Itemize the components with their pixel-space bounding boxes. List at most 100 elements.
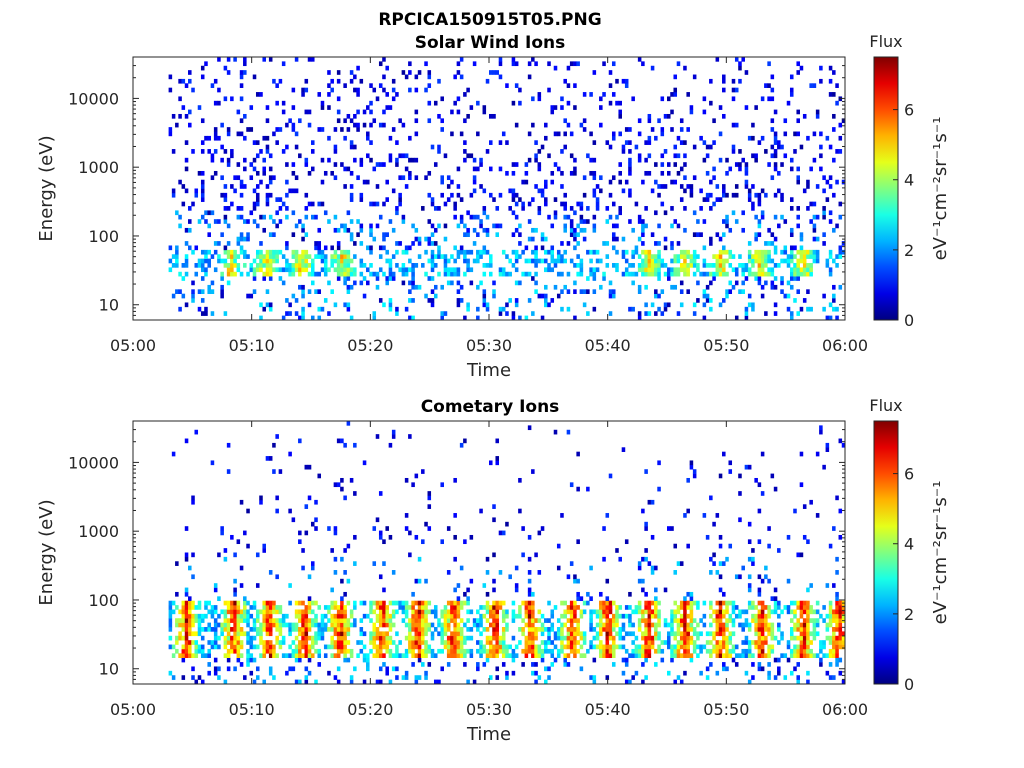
spectrogram-cell [417, 657, 422, 663]
spectrogram-cell [527, 648, 532, 654]
spectrogram-cell [654, 267, 658, 273]
spectrogram-cell [624, 179, 629, 185]
spectrogram-cell [446, 644, 451, 650]
spectrogram-cell [255, 627, 260, 632]
spectrogram-cell [738, 473, 742, 479]
spectrogram-cell [184, 635, 189, 641]
spectrogram-cell [822, 306, 826, 312]
spectrogram-cell [832, 675, 836, 680]
spectrogram-cell [696, 232, 700, 238]
spectrogram-cell [417, 622, 422, 628]
spectrogram-cell [641, 556, 645, 562]
spectrogram-cell [327, 157, 331, 163]
spectrogram-cell [637, 153, 642, 159]
spectrogram-cell [686, 653, 690, 658]
spectrogram-cell [663, 622, 668, 628]
spectrogram-cell [207, 232, 211, 238]
spectrogram-cell [278, 78, 283, 84]
spectrogram-cell [718, 258, 723, 264]
spectrogram-cell [835, 596, 839, 602]
spectrogram-cell [262, 600, 266, 606]
spectrogram-cell [378, 245, 383, 251]
spectrogram-cell [320, 631, 325, 637]
spectrogram-cell [466, 587, 470, 593]
spectrogram-cell [692, 648, 697, 654]
spectrogram-cell [285, 192, 289, 198]
spectrogram-cell [780, 258, 784, 264]
spectrogram-cell [573, 578, 577, 584]
spectrogram-cell [650, 644, 655, 650]
spectrogram-cell [799, 451, 804, 457]
spectrogram-cell [644, 170, 648, 176]
spectrogram-cell [191, 618, 195, 623]
spectrogram-cell [644, 631, 648, 637]
spectrogram-cell [285, 241, 289, 246]
spectrogram-cell [757, 280, 762, 286]
spectrogram-cell [751, 306, 755, 312]
spectrogram-cell [705, 648, 710, 654]
spectrogram-cell [764, 280, 768, 286]
spectrogram-cell [838, 600, 843, 606]
spectrogram-cell [806, 653, 810, 658]
spectrogram-cell [599, 105, 603, 110]
spectrogram-cell [375, 284, 380, 290]
spectrogram-cell [835, 149, 839, 154]
spectrogram-cell [657, 648, 661, 654]
spectrogram-cell [495, 460, 500, 466]
spectrogram-cell [770, 644, 775, 650]
spectrogram-cell [789, 166, 794, 172]
spectrogram-cell [288, 271, 292, 277]
spectrogram-cell [239, 565, 244, 571]
spectrogram-cell [540, 293, 545, 299]
spectrogram-cell [311, 271, 315, 277]
spectrogram-cell [786, 578, 791, 584]
spectrogram-cell [534, 184, 538, 189]
spectrogram-cell [440, 118, 444, 124]
spectrogram-cell [492, 552, 496, 558]
spectrogram-cell [751, 206, 755, 211]
spectrogram-cell [764, 241, 768, 246]
spectrogram-cell [255, 153, 260, 159]
spectrogram-cell [294, 298, 299, 303]
spectrogram-cell [501, 653, 506, 658]
spectrogram-cell [495, 653, 500, 658]
spectrogram-cell [281, 315, 286, 321]
spectrogram-cell [233, 666, 237, 672]
spectrogram-cell [246, 662, 250, 667]
spectrogram-cell [644, 311, 648, 316]
spectrogram-cell [327, 280, 331, 286]
spectrogram-cell [188, 613, 192, 619]
spectrogram-cell [747, 644, 752, 650]
spectrogram-cell [375, 517, 380, 523]
spectrogram-cell [832, 293, 836, 299]
spectrogram-cell [498, 648, 503, 654]
spectrogram-cell [637, 219, 642, 224]
spectrogram-cell [385, 526, 389, 531]
spectrogram-cell [599, 613, 603, 619]
spectrogram-cell [728, 227, 733, 233]
spectrogram-cell [382, 561, 386, 566]
spectrogram-cell [262, 271, 266, 277]
spectrogram-cell [265, 192, 270, 198]
spectrogram-cell [731, 644, 736, 650]
spectrogram-cell [171, 263, 176, 268]
spectrogram-cell [569, 258, 574, 264]
spectrogram-cell [621, 635, 626, 641]
spectrogram-cell [366, 662, 370, 667]
spectrogram-cell [268, 600, 273, 606]
spectrogram-cell [417, 556, 422, 562]
spectrogram-cell [501, 609, 506, 615]
spectrogram-cell [514, 254, 519, 259]
spectrogram-cell [595, 631, 600, 637]
spectrogram-cell [346, 271, 351, 277]
spectrogram-cell [246, 653, 250, 658]
spectrogram-cell [621, 644, 626, 650]
spectrogram-cell [744, 70, 749, 75]
spectrogram-cell [812, 223, 817, 229]
spectrogram-cell [773, 657, 778, 663]
spectrogram-cell [825, 135, 830, 141]
spectrogram-cell [589, 675, 593, 680]
spectrogram-cell [213, 609, 218, 615]
spectrogram-cell [446, 570, 451, 575]
spectrogram-cell [401, 675, 406, 680]
